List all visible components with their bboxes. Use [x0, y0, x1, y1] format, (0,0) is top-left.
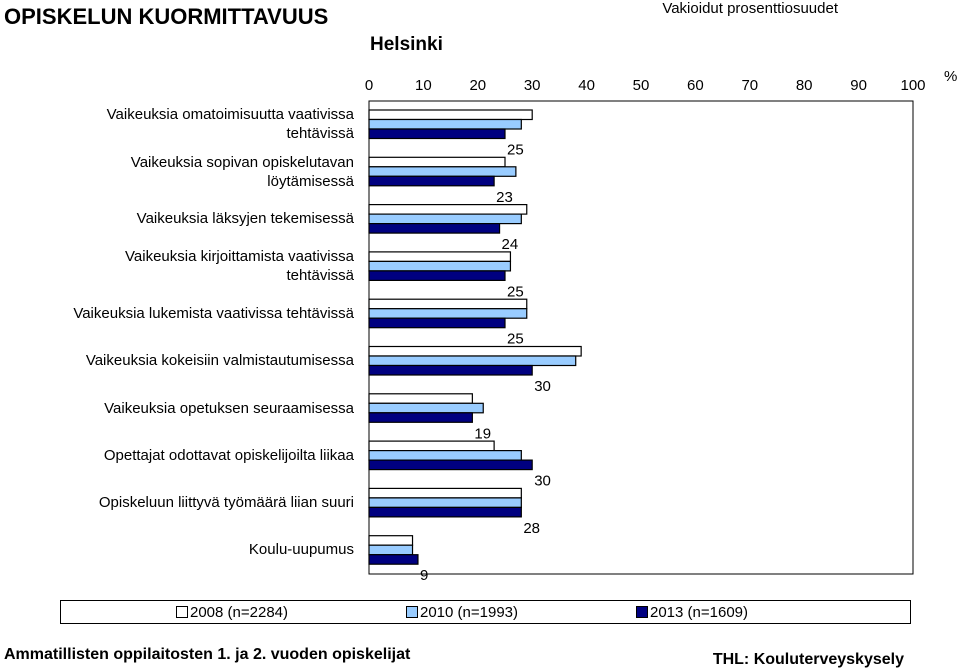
- unit-label: %: [944, 68, 957, 85]
- category-label: Opettajat odottavat opiskelijoilta liika…: [103, 446, 354, 464]
- legend-swatch: [176, 606, 188, 618]
- legend-label: 2010 (n=1993): [420, 604, 518, 621]
- x-tick-label: 10: [415, 77, 432, 94]
- legend-label: 2013 (n=1609): [650, 604, 748, 621]
- x-tick-label: 0: [365, 77, 373, 94]
- bar: [368, 355, 577, 367]
- data-label: 30: [534, 378, 551, 395]
- category-label: Vaikeuksia sopivan opiskelutavan löytämi…: [130, 153, 354, 190]
- bar: [368, 459, 533, 471]
- bar: [368, 175, 495, 187]
- bar: [368, 554, 419, 565]
- x-tick-label: 100: [900, 77, 925, 94]
- bar: [368, 204, 528, 215]
- bar: [368, 402, 484, 414]
- bar: [368, 506, 522, 518]
- bar: [368, 308, 528, 319]
- bar: [368, 440, 495, 452]
- legend-item: 2008 (n=2284): [176, 605, 288, 621]
- data-label: 24: [502, 236, 519, 253]
- legend-swatch: [406, 606, 418, 618]
- bar: [368, 412, 473, 423]
- data-label: 25: [507, 283, 524, 300]
- bar-chart: 0 10 20 30 40 50 60 70 80 90 100% 25 23 24 25 25 30 19 30 2…: [365, 68, 958, 584]
- bar: [368, 393, 473, 404]
- data-label: 28: [523, 520, 540, 537]
- legend-label: 2008 (n=2284): [190, 604, 288, 621]
- bar: [368, 251, 512, 262]
- x-tick-label: 40: [578, 77, 595, 94]
- legend-item: 2013 (n=1609): [636, 605, 748, 621]
- bar: [368, 260, 512, 272]
- footer-source: THL: Kouluterveyskysely: [712, 651, 904, 668]
- bar: [368, 109, 533, 121]
- bar: [368, 270, 506, 281]
- data-label: 23: [496, 189, 513, 206]
- category-label: Vaikeuksia kokeisiin valmistautumisessa: [85, 352, 354, 370]
- category-label: Koulu-uupumus: [248, 541, 354, 559]
- category-label: Opiskeluun liittyvä työmäärä liian suuri: [98, 494, 354, 512]
- city-label: Helsinki: [370, 34, 443, 55]
- bar: [368, 544, 414, 556]
- bar: [368, 166, 517, 177]
- category-label: Vaikeuksia lukemista vaativissa tehtävis…: [73, 304, 354, 322]
- bar: [368, 128, 506, 140]
- x-tick-label: 50: [633, 77, 650, 94]
- data-label: 30: [534, 473, 551, 490]
- data-label: 19: [474, 425, 491, 442]
- bar: [368, 213, 522, 225]
- bar: [368, 223, 501, 234]
- bar: [368, 345, 582, 357]
- bar: [368, 118, 522, 130]
- footer-population: Ammatillisten oppilaitosten 1. ja 2. vuo…: [4, 646, 411, 663]
- bar: [368, 497, 522, 508]
- bar: [368, 450, 522, 461]
- legend-item: 2010 (n=1993): [406, 605, 518, 621]
- category-label: Vaikeuksia omatoimisuutta vaativissa teh…: [106, 106, 354, 143]
- data-label: 25: [507, 331, 524, 348]
- legend-swatch: [636, 606, 648, 618]
- x-tick-label: 60: [687, 77, 704, 94]
- legend: 2008 (n=2284) 2010 (n=1993) 2013 (n=1609): [60, 600, 911, 624]
- bar: [368, 535, 414, 546]
- x-tick-label: 70: [741, 77, 758, 94]
- bar: [368, 487, 522, 499]
- x-tick-label: 30: [524, 77, 541, 94]
- category-label: Vaikeuksia opetuksen seuraamisessa: [104, 399, 354, 417]
- bar: [368, 298, 528, 310]
- x-tick-label: 20: [469, 77, 486, 94]
- x-tick-label: 90: [850, 77, 867, 94]
- bar: [368, 317, 506, 329]
- bar: [368, 156, 506, 168]
- data-label: 9: [420, 567, 428, 584]
- category-label: Vaikeuksia kirjoittamista vaativissa teh…: [125, 248, 354, 285]
- bar: [368, 364, 533, 376]
- x-tick-label: 80: [796, 77, 813, 94]
- category-label: Vaikeuksia läksyjen tekemisessä: [136, 210, 354, 228]
- chart-subtitle: Vakioidut prosenttiosuudet: [662, 0, 838, 17]
- data-label: 25: [507, 142, 524, 159]
- chart-title: OPISKELUN KUORMITTAVUUS: [4, 4, 329, 29]
- plot-area: [368, 100, 914, 575]
